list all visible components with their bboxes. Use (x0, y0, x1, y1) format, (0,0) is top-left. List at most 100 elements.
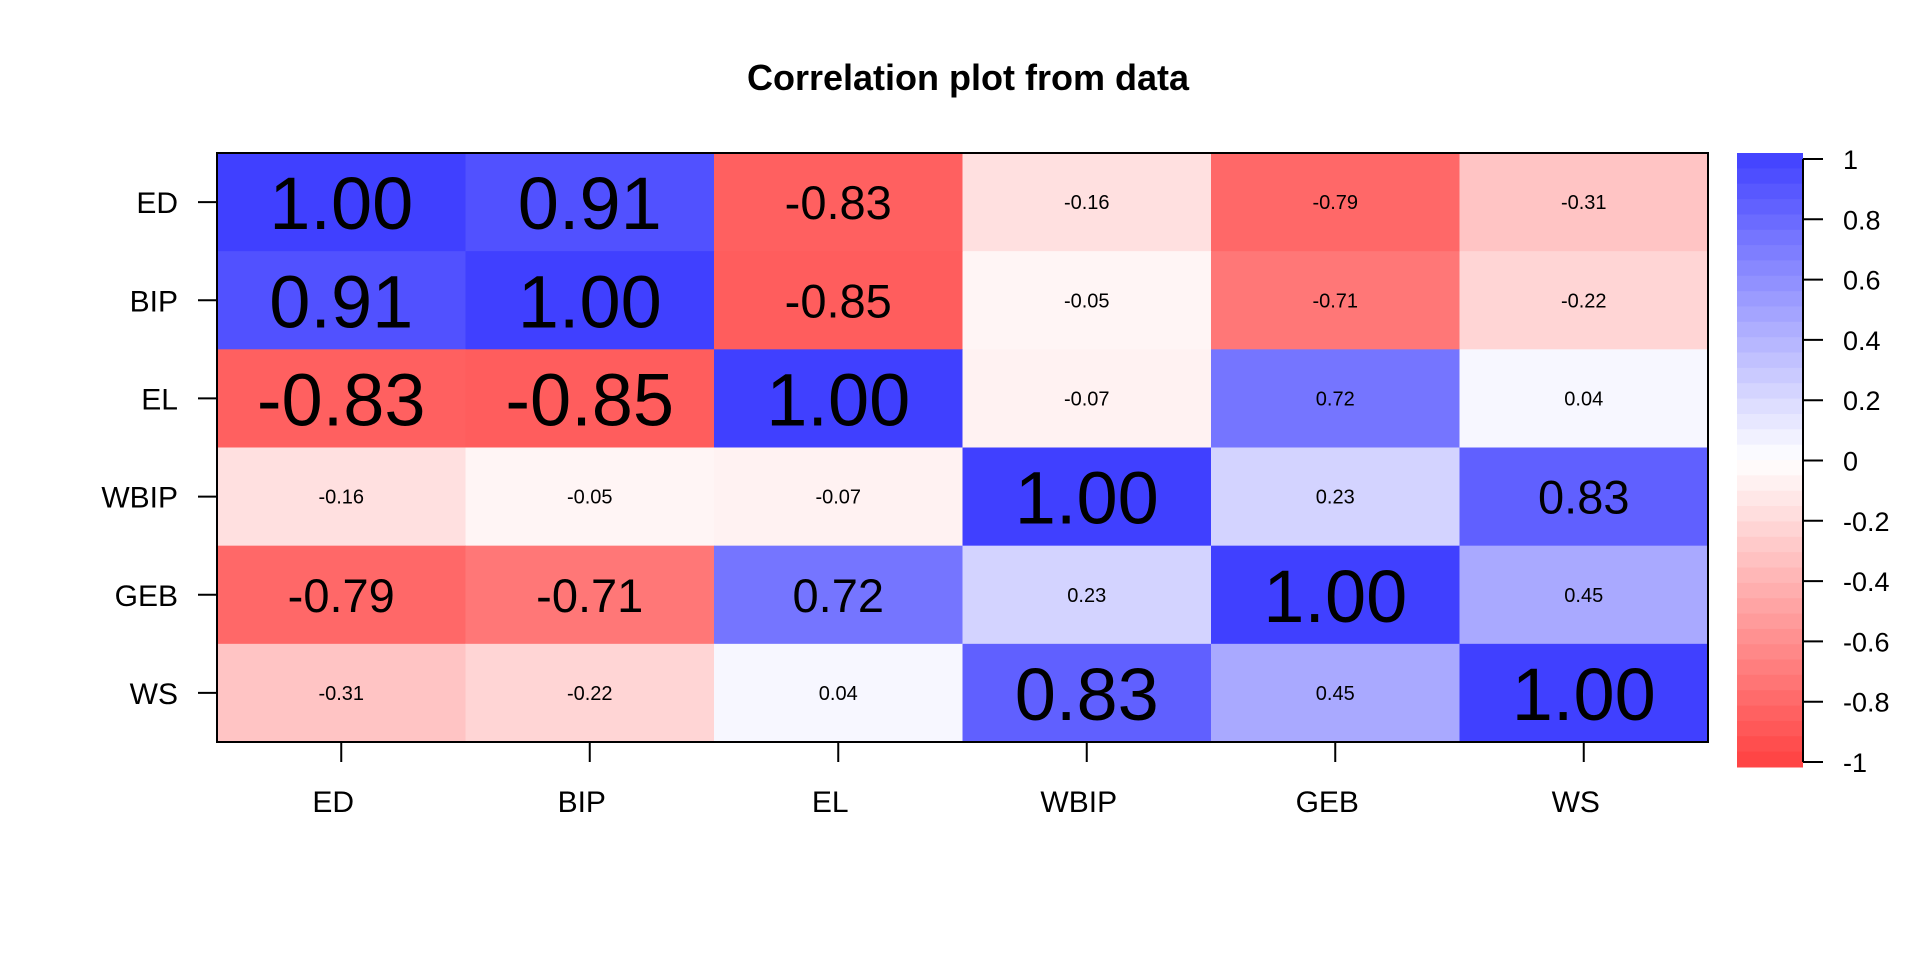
heatmap-cell (465, 349, 715, 448)
x-tick-label: ED (312, 786, 354, 819)
legend-color-step (1737, 275, 1803, 292)
cell-value-label: 0.72 (793, 569, 884, 622)
heatmap-cell (962, 251, 1212, 350)
legend-color-step (1737, 644, 1803, 661)
cell-value-label: -0.83 (257, 358, 426, 441)
x-tick-label: EL (812, 786, 849, 819)
cell-value-label: -0.31 (1561, 192, 1607, 214)
legend-color-step (1737, 183, 1803, 200)
legend-tick-label: 0 (1843, 447, 1858, 477)
heatmap-cell (1459, 643, 1709, 743)
cell-value-label: -0.16 (318, 487, 364, 509)
heatmap-cell (217, 447, 466, 547)
legend-color-step (1737, 306, 1803, 323)
cell-value-label: -0.85 (505, 358, 674, 441)
legend-tick-label: -0.4 (1843, 567, 1890, 597)
cell-value-label: 1.00 (1512, 653, 1656, 736)
heatmap-cell (962, 153, 1212, 252)
legend-color-step (1737, 214, 1803, 231)
legend-color-step (1737, 598, 1803, 614)
legend-color-step (1737, 567, 1803, 584)
legend-color-step (1737, 321, 1803, 338)
legend-color-step (1737, 413, 1803, 430)
legend-color-step (1737, 168, 1803, 185)
heatmap-cell (465, 545, 715, 645)
y-tick-label: WS (130, 678, 178, 711)
heatmap-cell (1211, 349, 1460, 448)
legend-tick-label: -0.8 (1843, 688, 1890, 718)
legend-color-step (1737, 383, 1803, 400)
cell-value-label: 0.04 (819, 683, 858, 705)
heatmap-cell (465, 447, 715, 547)
y-tick-label: ED (136, 187, 178, 220)
legend-tick-label: 1 (1843, 145, 1858, 175)
heatmap-cell (1211, 447, 1460, 547)
legend-color-step (1737, 475, 1803, 492)
heatmap-cell (962, 545, 1212, 645)
cell-value-label: 1.00 (1015, 457, 1159, 540)
heatmap-cell (1459, 153, 1709, 252)
heatmap-cell (1211, 153, 1460, 252)
cell-value-label: 0.04 (1564, 388, 1603, 410)
heatmap-cell (1211, 643, 1460, 743)
cell-value-label: -0.05 (1064, 290, 1110, 312)
cell-value-label: 0.23 (1316, 487, 1355, 509)
cell-value-label: -0.22 (1561, 290, 1607, 312)
cell-value-label: -0.22 (567, 683, 613, 705)
legend-color-step (1737, 229, 1803, 246)
legend-color-step (1737, 444, 1803, 461)
legend-color-step (1737, 690, 1803, 707)
legend-color-step (1737, 337, 1803, 354)
heatmap-cells (217, 153, 1709, 743)
legend-tick-label: 0.6 (1843, 266, 1881, 296)
heatmap-cell (1459, 251, 1709, 350)
legend-color-step (1737, 720, 1803, 737)
legend-color-step (1737, 552, 1803, 568)
legend-color-step (1737, 751, 1803, 768)
cell-value-label: 1.00 (269, 162, 413, 245)
cell-value-label: 0.91 (518, 162, 662, 245)
legend-color-step (1737, 674, 1803, 691)
heatmap-cell (714, 251, 963, 350)
legend-tick-label: -1 (1843, 748, 1867, 778)
legend-tick-label: -0.6 (1843, 627, 1890, 657)
legend-color-step (1737, 736, 1803, 753)
cell-value-label: -0.31 (318, 683, 364, 705)
legend-color-step (1737, 352, 1803, 369)
x-tick-label: WS (1552, 786, 1600, 819)
x-tick-label: GEB (1296, 786, 1359, 819)
legend-color-step (1737, 245, 1803, 261)
y-tick-label: EL (141, 383, 178, 416)
cell-value-label: -0.16 (1064, 192, 1110, 214)
heatmap-cell (217, 545, 466, 645)
cell-value-label: 0.45 (1564, 585, 1603, 607)
heatmap-cell (217, 643, 466, 743)
legend-tick-label: 0.4 (1843, 326, 1881, 356)
legend-color-step (1737, 628, 1803, 645)
cell-value-label: -0.07 (1064, 388, 1110, 410)
cell-value-label: -0.79 (1312, 192, 1358, 214)
color-legend: 1 0.8 0.6 0.4 0.2 0 -0.2 -0.4 -0.6 -0.8 -1 (1737, 145, 1890, 778)
legend-tick-label: 0.8 (1843, 205, 1881, 235)
plot-frame (216, 152, 1709, 743)
legend-color-step (1737, 199, 1803, 215)
heatmap-cell (1211, 545, 1460, 645)
cell-value-label: 0.91 (269, 260, 413, 343)
legend-color-step (1737, 506, 1803, 522)
legend-color-step (1737, 153, 1803, 169)
x-tick-label: WBIP (1040, 786, 1117, 819)
legend-tick-label: 0.2 (1843, 386, 1881, 416)
legend-color-step (1737, 521, 1803, 538)
legend-color-step (1737, 490, 1803, 507)
heatmap-cell (714, 153, 963, 252)
legend-color-step (1737, 398, 1803, 415)
heatmap-cell (217, 349, 466, 448)
cell-value-label: 0.45 (1316, 683, 1355, 705)
heatmap-cell (714, 545, 963, 645)
legend-color-step (1737, 260, 1803, 277)
legend-color-step (1737, 429, 1803, 446)
cell-value-label: -0.05 (567, 487, 613, 509)
heatmap-cell (714, 643, 963, 743)
y-axis: ED BIP EL WBIP GEB WS (101, 187, 217, 711)
